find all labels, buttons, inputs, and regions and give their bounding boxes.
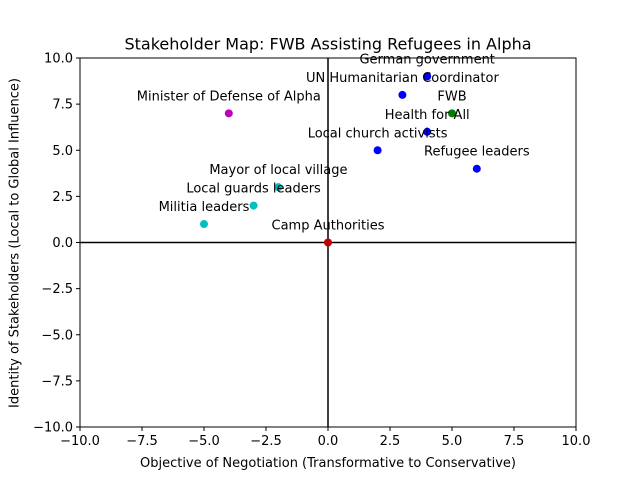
point-label: Camp Authorities <box>272 219 385 234</box>
y-tick-label: 0.0 <box>52 236 73 251</box>
point-label: Local guards leaders <box>186 182 321 197</box>
y-tick-label: 7.5 <box>52 98 73 113</box>
point-label: Mayor of local village <box>209 163 347 178</box>
y-tick-label: −10.0 <box>33 421 73 436</box>
x-tick-label: 0.0 <box>318 434 339 449</box>
data-point <box>472 164 481 173</box>
data-point <box>398 90 407 99</box>
data-point <box>324 238 332 247</box>
data-point <box>448 109 456 118</box>
point-label: UN Humanitarian Coordinator <box>306 71 499 86</box>
data-point <box>224 109 233 118</box>
plot-area: −10.0 −7.5 −5.0 −2.5 0.0 2.5 5.0 7.5 10.0 −10.0 −7… <box>33 52 590 450</box>
point-label: Refugee leaders <box>424 145 530 160</box>
data-point <box>249 201 258 210</box>
x-tick-label: −7.5 <box>126 434 158 449</box>
x-tick-label: −5.0 <box>188 434 220 449</box>
data-point <box>200 220 208 229</box>
x-tick-label: −10.0 <box>60 434 100 449</box>
x-tick-label: 5.0 <box>442 434 463 449</box>
point-label: Local church activists <box>308 126 448 141</box>
point-label: Minister of Defense of Alpha <box>137 89 321 104</box>
y-tick-label: −7.5 <box>41 374 73 389</box>
x-tick-label: 2.5 <box>380 434 401 449</box>
point-label: Militia leaders <box>159 200 250 215</box>
y-tick-label: 2.5 <box>52 190 73 205</box>
x-tick-label: −2.5 <box>250 434 282 449</box>
y-tick-label: 10.0 <box>44 52 73 67</box>
y-tick-label: 5.0 <box>52 144 73 159</box>
y-axis-label: Identity of Stakeholders (Local to Globa… <box>8 78 23 408</box>
chart-title: Stakeholder Map: FWB Assisting Refugees … <box>124 35 531 54</box>
y-tick-label: −2.5 <box>41 282 73 297</box>
x-axis-label: Objective of Negotiation (Transformative… <box>140 456 516 471</box>
data-point <box>373 146 382 155</box>
data-point <box>423 127 432 136</box>
point-label: FWB <box>437 89 466 104</box>
x-tick-label: 7.5 <box>504 434 525 449</box>
x-tick-label: 10.0 <box>562 434 591 449</box>
point-label: Health for All <box>385 108 470 123</box>
point-label: German government <box>359 52 494 67</box>
data-point <box>423 72 432 81</box>
data-point <box>274 183 283 192</box>
y-tick-label: −5.0 <box>41 328 73 343</box>
